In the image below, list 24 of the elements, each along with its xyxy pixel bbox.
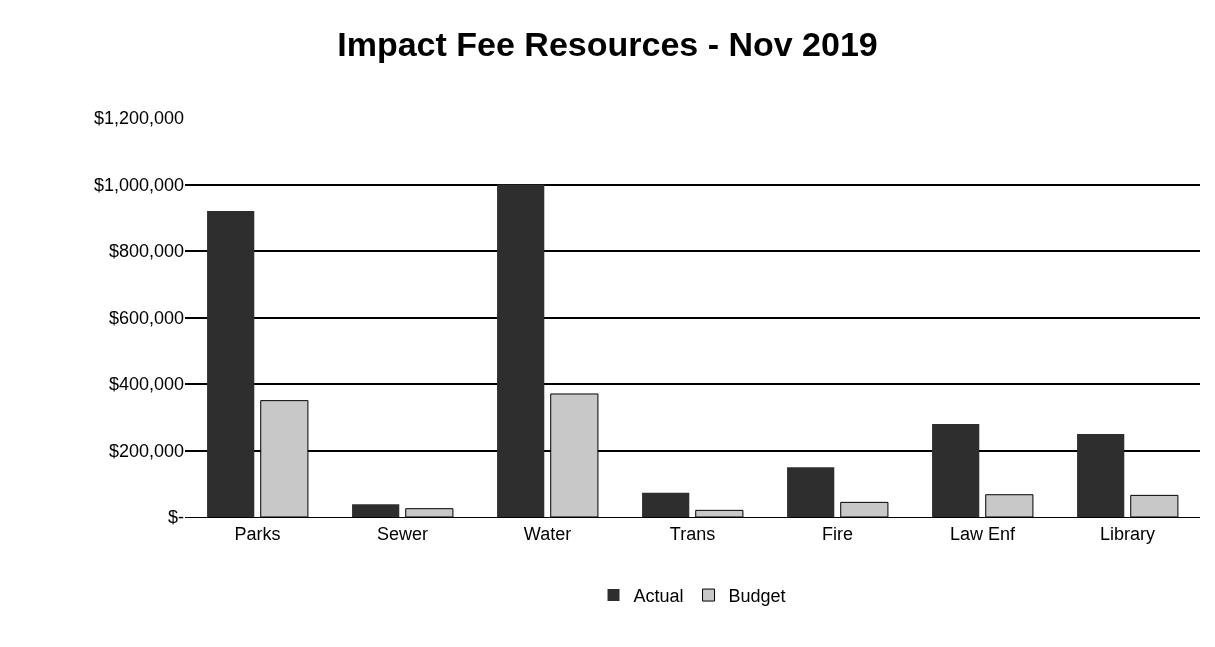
legend-label: Actual	[633, 586, 684, 607]
y-tick-label: $400,000	[108, 374, 184, 395]
chart-title: Impact Fee Resources - Nov 2019	[337, 25, 878, 64]
x-tick-label: Trans	[669, 523, 716, 544]
bar	[352, 504, 400, 517]
y-tick-label: $600,000	[108, 307, 184, 328]
x-tick-label: Water	[523, 523, 572, 544]
bar	[787, 467, 835, 517]
x-tick-label: Sewer	[376, 523, 429, 544]
x-tick-label: Law Enf	[949, 523, 1017, 544]
bar	[207, 211, 255, 517]
bar	[642, 492, 690, 517]
bar	[1077, 433, 1125, 517]
y-tick-label: $1,200,000	[93, 108, 184, 129]
y-tick-label: $200,000	[108, 440, 184, 461]
bar	[497, 184, 545, 517]
y-tick-label: $800,000	[108, 241, 184, 262]
bar	[932, 423, 980, 517]
y-tick-label: $1,000,000	[93, 174, 184, 195]
x-tick-label: Fire	[822, 523, 853, 544]
legend-label: Budget	[728, 586, 786, 607]
x-tick-label: Parks	[234, 523, 281, 544]
y-tick-label: $-	[167, 507, 184, 528]
x-tick-label: Library	[1099, 523, 1156, 544]
